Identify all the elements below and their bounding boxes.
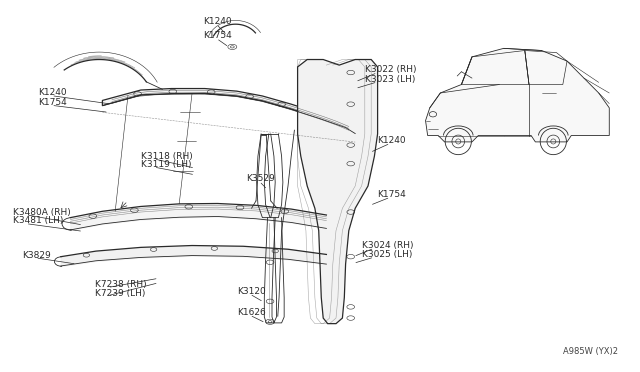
Text: K3829: K3829 <box>22 251 51 260</box>
Polygon shape <box>298 60 378 324</box>
Text: K3480A (RH): K3480A (RH) <box>13 208 70 217</box>
Text: K3022 (RH): K3022 (RH) <box>365 65 416 74</box>
Text: K1754: K1754 <box>378 190 406 199</box>
Text: K1754: K1754 <box>38 98 67 107</box>
Text: K3025 (LH): K3025 (LH) <box>362 250 412 259</box>
Text: K3529: K3529 <box>246 174 275 183</box>
Polygon shape <box>102 89 355 133</box>
Text: K3118 (RH): K3118 (RH) <box>141 152 193 161</box>
Text: K1240: K1240 <box>204 17 232 26</box>
Text: K3024 (RH): K3024 (RH) <box>362 241 413 250</box>
Text: K1626: K1626 <box>237 308 266 317</box>
Text: K1754: K1754 <box>204 31 232 40</box>
Text: K3119 (LH): K3119 (LH) <box>141 160 191 169</box>
Text: K3120: K3120 <box>237 287 266 296</box>
Text: K1240: K1240 <box>378 136 406 145</box>
Text: K3023 (LH): K3023 (LH) <box>365 75 415 84</box>
Text: K3481 (LH): K3481 (LH) <box>13 217 63 225</box>
Text: A985W (YX)2: A985W (YX)2 <box>563 347 618 356</box>
Text: K1240: K1240 <box>38 89 67 97</box>
Text: K7239 (LH): K7239 (LH) <box>95 289 145 298</box>
Polygon shape <box>426 48 609 142</box>
Text: K7238 (RH): K7238 (RH) <box>95 280 147 289</box>
